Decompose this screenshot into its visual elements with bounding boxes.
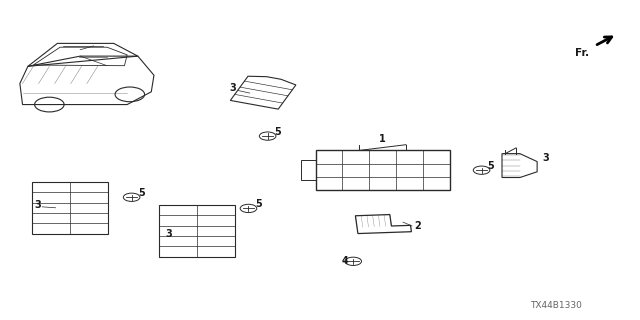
Text: 3: 3 bbox=[229, 83, 236, 92]
Text: 5: 5 bbox=[274, 126, 281, 137]
Text: Fr.: Fr. bbox=[575, 48, 589, 58]
Text: 5: 5 bbox=[255, 199, 262, 209]
Text: 3: 3 bbox=[542, 153, 549, 163]
Text: 1: 1 bbox=[379, 134, 385, 144]
Text: 5: 5 bbox=[487, 161, 494, 171]
Text: 3: 3 bbox=[166, 229, 172, 239]
Text: 5: 5 bbox=[138, 188, 145, 198]
Text: 3: 3 bbox=[34, 200, 41, 210]
Bar bbox=[301, 160, 316, 180]
Text: 2: 2 bbox=[415, 220, 421, 230]
Text: 4: 4 bbox=[342, 256, 348, 266]
Bar bbox=[316, 150, 450, 190]
Text: TX44B1330: TX44B1330 bbox=[531, 301, 582, 310]
